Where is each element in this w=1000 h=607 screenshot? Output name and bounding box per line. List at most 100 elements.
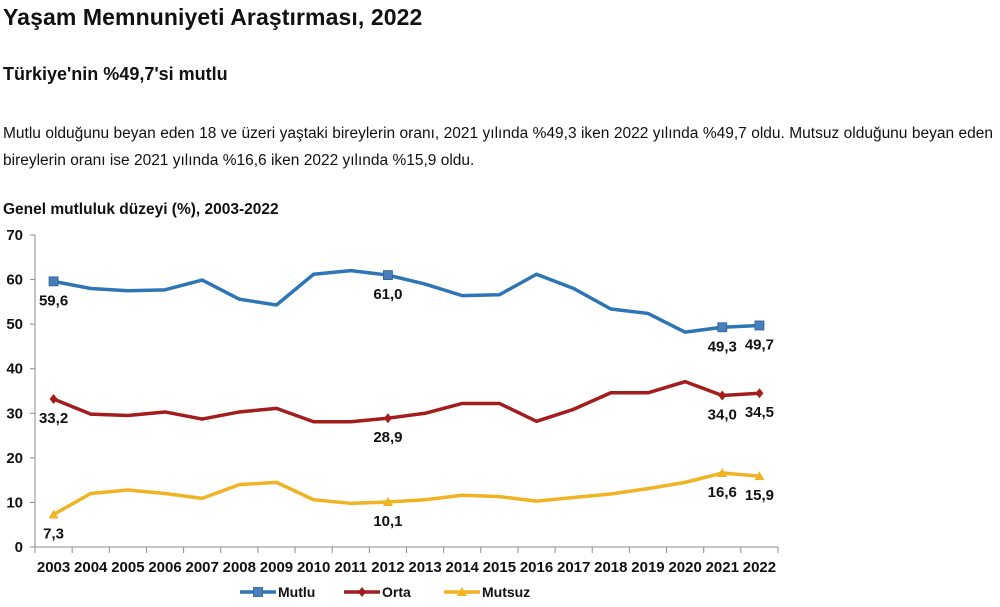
summary-paragraph: Mutlu olduğunu beyan eden 18 ve üzeri ya… bbox=[3, 125, 993, 169]
data-point-mutsuz bbox=[126, 488, 130, 492]
data-marker-mutlu bbox=[717, 322, 728, 333]
data-point-mutsuz bbox=[349, 501, 353, 505]
legend-label-mutsuz: Mutsuz bbox=[482, 584, 530, 600]
data-marker-mutsuz bbox=[48, 509, 59, 519]
data-point-orta bbox=[89, 412, 93, 416]
data-point-orta bbox=[237, 410, 241, 414]
data-point-mutlu bbox=[163, 288, 167, 292]
series-line-mutsuz bbox=[51, 471, 762, 517]
data-point-mutlu bbox=[312, 272, 316, 276]
data-point-mutlu bbox=[535, 272, 539, 276]
data-label-mutsuz: 10,1 bbox=[373, 513, 402, 530]
data-point-mutsuz bbox=[535, 499, 539, 503]
data-point-mutlu bbox=[200, 278, 204, 282]
x-tick-label: 2020 bbox=[668, 559, 701, 576]
x-tick-label: 2003 bbox=[37, 559, 70, 576]
data-point-orta bbox=[683, 380, 687, 384]
legend-item-orta: Orta bbox=[344, 584, 411, 600]
data-label-mutsuz: 16,6 bbox=[708, 484, 737, 501]
data-point-mutsuz bbox=[572, 496, 576, 500]
data-marker-mutlu bbox=[383, 270, 393, 281]
data-label-mutlu: 61,0 bbox=[373, 286, 402, 303]
series-line-mutlu bbox=[51, 268, 762, 334]
x-tick-label: 2021 bbox=[706, 559, 739, 576]
data-marker-orta bbox=[49, 394, 58, 405]
y-tick-label: 60 bbox=[6, 272, 23, 289]
x-tick-label: 2012 bbox=[371, 559, 404, 576]
data-label-mutlu: 49,7 bbox=[745, 336, 774, 353]
data-point-orta bbox=[163, 410, 167, 414]
page-title: Yaşam Memnuniyeti Araştırması, 2022 bbox=[3, 4, 423, 30]
data-label-mutlu: 59,6 bbox=[39, 292, 68, 309]
data-point-orta bbox=[126, 414, 130, 418]
x-tick-label: 2005 bbox=[111, 559, 144, 576]
data-point-mutlu bbox=[423, 282, 427, 286]
data-marker-mutsuz bbox=[382, 496, 393, 506]
data-point-mutlu bbox=[460, 294, 464, 298]
data-point-mutlu bbox=[274, 303, 278, 307]
y-tick-label: 20 bbox=[6, 450, 23, 467]
y-tick-label: 70 bbox=[6, 227, 23, 244]
data-point-orta bbox=[646, 391, 650, 395]
data-point-mutsuz bbox=[237, 483, 241, 487]
legend-marker-mutsuz bbox=[457, 587, 467, 596]
data-point-mutsuz bbox=[683, 480, 687, 484]
data-label-mutsuz: 7,3 bbox=[43, 525, 64, 542]
x-tick-label: 2013 bbox=[408, 559, 441, 576]
x-tick-label: 2014 bbox=[446, 559, 480, 576]
x-tick-label: 2015 bbox=[483, 559, 516, 576]
x-tick-label: 2011 bbox=[335, 559, 368, 576]
data-marker-orta bbox=[383, 413, 392, 424]
x-tick-label: 2017 bbox=[557, 559, 590, 576]
data-label-orta: 28,9 bbox=[373, 429, 402, 446]
x-tick-label: 2018 bbox=[594, 559, 627, 576]
data-point-orta bbox=[200, 417, 204, 421]
data-marker-mutlu bbox=[48, 276, 59, 287]
data-point-mutlu bbox=[237, 297, 241, 301]
x-tick-label: 2006 bbox=[148, 559, 181, 576]
data-point-mutsuz bbox=[423, 498, 427, 502]
data-label-mutsuz: 15,9 bbox=[745, 487, 774, 504]
data-point-mutsuz bbox=[646, 487, 650, 491]
x-tick-label: 2007 bbox=[185, 559, 218, 576]
y-tick-label: 40 bbox=[6, 361, 23, 378]
data-point-orta bbox=[535, 419, 539, 423]
data-point-mutlu bbox=[349, 269, 353, 273]
data-point-mutsuz bbox=[460, 493, 464, 497]
legend-item-mutlu: Mutlu bbox=[240, 584, 315, 600]
y-tick-label: 50 bbox=[6, 316, 23, 333]
x-tick-label: 2009 bbox=[260, 559, 293, 576]
data-label-orta: 34,0 bbox=[708, 406, 737, 423]
chart-legend: Mutlu Orta Mutsuz bbox=[240, 584, 530, 600]
x-tick-label: 2022 bbox=[743, 559, 776, 576]
data-labels-layer: 59,6 61,0 49,3 49,7 33,2 28,9 34,0 34,5 7,3 10,1 1… bbox=[39, 286, 774, 542]
data-point-orta bbox=[460, 401, 464, 405]
data-point-mutlu bbox=[497, 293, 501, 297]
legend-marker-mutlu bbox=[253, 587, 263, 597]
data-point-orta bbox=[572, 407, 576, 411]
data-point-mutlu bbox=[572, 286, 576, 290]
data-point-orta bbox=[274, 406, 278, 410]
legend-item-mutsuz: Mutsuz bbox=[444, 584, 530, 600]
legend-marker-orta bbox=[358, 587, 366, 597]
data-marker-mutlu bbox=[754, 320, 765, 331]
data-point-mutlu bbox=[609, 307, 613, 311]
data-point-mutsuz bbox=[89, 492, 93, 496]
series-orta bbox=[49, 379, 764, 424]
y-tick-label: 10 bbox=[6, 494, 23, 511]
data-marker-orta bbox=[755, 388, 764, 399]
legend-label-mutlu: Mutlu bbox=[278, 584, 315, 600]
data-point-mutsuz bbox=[609, 492, 613, 496]
data-point-mutlu bbox=[126, 289, 130, 293]
data-point-mutsuz bbox=[497, 495, 501, 499]
data-marker-mutsuz bbox=[754, 471, 765, 481]
data-point-mutlu bbox=[646, 311, 650, 315]
data-point-mutlu bbox=[89, 286, 93, 290]
data-point-mutsuz bbox=[312, 498, 316, 502]
page-subtitle: Türkiye'nin %49,7'si mutlu bbox=[3, 64, 228, 84]
x-tick-label: 2004 bbox=[74, 559, 108, 576]
x-tick-label: 2016 bbox=[520, 559, 553, 576]
y-tick-label: 0 bbox=[15, 539, 23, 556]
